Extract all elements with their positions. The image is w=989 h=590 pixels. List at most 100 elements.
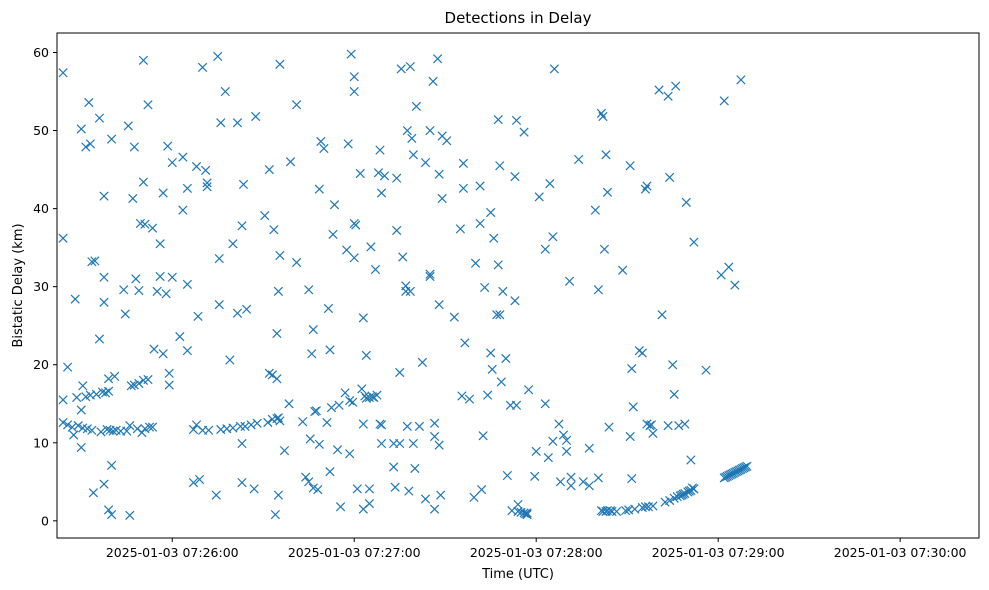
data-point <box>376 420 387 430</box>
data-point <box>625 161 635 171</box>
data-point <box>495 310 505 320</box>
data-point <box>665 172 675 183</box>
data-point <box>352 484 362 494</box>
data-point <box>437 193 447 204</box>
data-point <box>395 438 405 449</box>
y-tick-label: 0 <box>41 513 49 528</box>
data-point <box>434 299 444 310</box>
data-point <box>194 474 205 485</box>
data-point <box>76 442 86 453</box>
data-point <box>314 184 324 194</box>
data-point <box>607 506 617 517</box>
data-point <box>81 142 91 152</box>
data-point <box>621 506 631 516</box>
data-point <box>480 282 490 293</box>
data-point <box>674 420 684 431</box>
data-point <box>140 219 150 229</box>
x-tick-label: 2025-01-03 07:29:00 <box>652 545 785 560</box>
data-point <box>131 274 141 284</box>
x-axis-ticks: 2025-01-03 07:26:00 2025-01-03 07:27:00 20… <box>106 538 967 560</box>
data-point <box>628 402 638 412</box>
data-point <box>549 64 560 74</box>
data-point <box>332 445 343 455</box>
data-point <box>260 211 270 221</box>
data-point <box>235 421 246 432</box>
data-point <box>372 390 382 400</box>
data-point <box>275 416 285 426</box>
data-point <box>275 59 285 69</box>
data-point <box>584 481 594 491</box>
data-point <box>511 400 522 410</box>
data-point <box>123 121 133 131</box>
data-point <box>269 225 279 235</box>
data-point <box>319 143 329 154</box>
data-point <box>316 136 326 147</box>
data-point <box>601 150 611 160</box>
data-point <box>70 294 80 304</box>
data-point <box>273 286 284 296</box>
data-point <box>96 427 106 437</box>
data-point <box>701 365 711 375</box>
data-point <box>58 395 68 405</box>
data-point <box>469 492 479 503</box>
data-point <box>329 200 340 210</box>
data-point <box>513 499 523 510</box>
data-point <box>273 490 284 500</box>
data-point <box>561 446 572 456</box>
x-axis-label: Time (UTC) <box>481 567 554 582</box>
data-point <box>742 461 752 471</box>
data-point <box>492 310 502 320</box>
data-point <box>548 232 558 242</box>
data-point <box>67 422 77 432</box>
data-point <box>464 394 475 404</box>
data-point <box>94 113 105 123</box>
data-point <box>379 171 390 181</box>
data-point <box>264 368 274 378</box>
data-point <box>126 381 136 391</box>
data-point <box>398 252 408 262</box>
data-point <box>561 435 572 446</box>
data-point <box>125 510 135 520</box>
data-point <box>668 360 678 370</box>
data-point <box>211 490 221 500</box>
data-point <box>548 436 558 446</box>
data-point <box>358 313 368 323</box>
data-point <box>433 54 443 64</box>
data-point <box>540 244 550 254</box>
data-point <box>640 184 651 194</box>
data-point <box>593 473 603 483</box>
data-point <box>663 420 673 431</box>
data-point <box>167 157 177 168</box>
data-point <box>408 150 418 160</box>
data-point <box>128 193 138 204</box>
data-point <box>375 145 385 155</box>
data-point <box>376 438 387 449</box>
data-point <box>599 244 610 254</box>
data-point <box>264 164 274 175</box>
data-point <box>511 115 522 126</box>
plot-frame <box>56 32 980 539</box>
data-point <box>314 439 324 449</box>
data-point <box>502 470 513 481</box>
data-point <box>358 419 368 429</box>
data-point <box>405 61 415 72</box>
data-point <box>284 399 294 409</box>
data-point <box>232 118 243 128</box>
data-point <box>627 364 637 374</box>
data-point <box>220 86 230 97</box>
data-point <box>429 418 440 428</box>
data-point <box>298 417 308 427</box>
data-point <box>94 334 105 344</box>
data-point <box>103 505 114 515</box>
data-point <box>340 388 350 398</box>
data-point <box>106 460 117 471</box>
data-point <box>134 378 144 389</box>
data-point <box>510 296 520 306</box>
data-point <box>193 311 203 321</box>
data-point <box>364 484 375 494</box>
data-point <box>164 380 174 390</box>
data-point <box>402 125 412 136</box>
data-point <box>428 76 438 87</box>
